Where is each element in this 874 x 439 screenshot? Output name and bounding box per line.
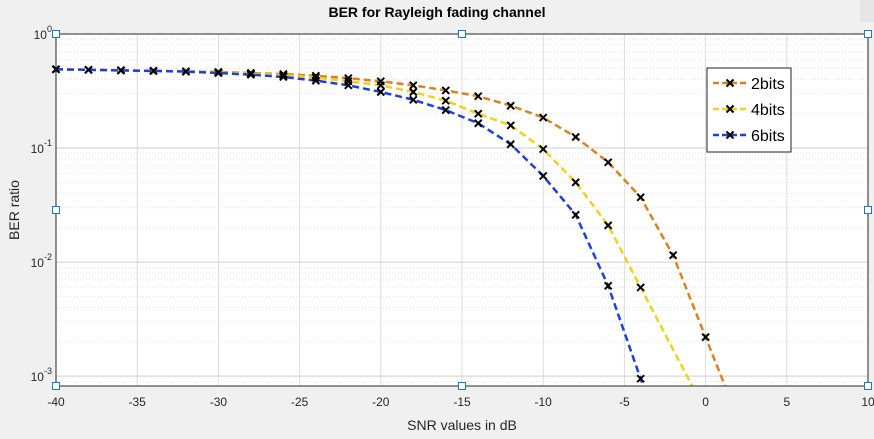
x-tick-label: -10 xyxy=(535,395,553,409)
series-lines xyxy=(55,68,727,387)
legend-label: 2bits xyxy=(751,76,785,93)
data-point-4bits xyxy=(441,96,450,105)
data-point-2bits xyxy=(603,158,613,167)
x-tick-label: -35 xyxy=(129,395,147,409)
data-point-6bits xyxy=(474,119,483,128)
data-point-6bits xyxy=(149,66,158,76)
resize-handle[interactable] xyxy=(864,30,872,38)
resize-handle[interactable] xyxy=(458,30,466,38)
legend-label: 4bits xyxy=(751,102,785,119)
data-point-6bits xyxy=(571,210,580,219)
x-tick-label: -25 xyxy=(291,395,309,409)
data-point-2bits xyxy=(441,86,450,95)
data-point-2bits xyxy=(668,250,678,260)
data-point-4bits xyxy=(409,87,418,97)
legend-marker xyxy=(725,78,735,88)
data-point-4bits xyxy=(376,81,386,90)
data-point-4bits xyxy=(311,73,321,82)
resize-handle[interactable] xyxy=(864,206,872,214)
legend-marker xyxy=(725,104,735,114)
x-tick-label: -30 xyxy=(210,395,228,409)
y-tick-label: 100 xyxy=(34,24,52,42)
data-point-4bits xyxy=(538,144,548,154)
x-tick-label: -40 xyxy=(47,395,65,409)
data-point-6bits xyxy=(409,95,418,104)
resize-handle[interactable] xyxy=(52,206,60,214)
x-tick-label: -15 xyxy=(453,395,471,409)
data-point-4bits xyxy=(571,178,580,187)
data-point-4bits xyxy=(474,109,483,118)
series-markers xyxy=(51,65,710,383)
legend-item: 6bits xyxy=(713,128,785,145)
x-tick-label: 10 xyxy=(861,395,874,409)
x-tick-label: 5 xyxy=(783,395,790,409)
data-point-2bits xyxy=(571,132,580,142)
y-tick-label: 10-2 xyxy=(31,252,52,270)
data-point-6bits xyxy=(116,66,126,75)
x-axis-label: SNR values in dB xyxy=(407,417,517,433)
resize-handle[interactable] xyxy=(864,382,872,390)
x-tick-label: 0 xyxy=(702,395,709,409)
legend[interactable]: 2bits 4bits 6bits xyxy=(706,67,792,153)
data-point-6bits xyxy=(246,70,256,79)
data-point-6bits xyxy=(279,72,288,82)
data-point-2bits xyxy=(636,193,645,202)
y-tick-labels: 100 10-1 10-2 10-3 xyxy=(31,24,52,384)
data-point-2bits xyxy=(409,81,418,90)
data-point-6bits xyxy=(214,68,223,78)
data-point-2bits xyxy=(701,332,710,342)
data-point-6bits xyxy=(84,65,93,75)
legend-marker xyxy=(725,130,735,140)
data-point-6bits xyxy=(441,105,450,115)
legend-item: 2bits xyxy=(713,76,785,93)
x-tick-labels: -40 -35 -30 -25 -20 -15 -10 -5 0 5 10 xyxy=(47,395,874,409)
data-point-6bits xyxy=(311,76,321,85)
legend-item: 4bits xyxy=(713,102,785,119)
data-point-6bits xyxy=(603,281,613,290)
resize-handle[interactable] xyxy=(458,382,466,390)
data-point-6bits xyxy=(506,140,515,149)
y-axis-label: BER ratio xyxy=(6,180,22,240)
data-point-2bits xyxy=(474,91,483,101)
chart-title: BER for Rayleigh fading channel xyxy=(328,4,546,20)
data-point-6bits xyxy=(636,374,645,383)
data-point-4bits xyxy=(506,121,515,130)
series-line-6bits xyxy=(55,68,645,387)
x-tick-label: -20 xyxy=(372,395,390,409)
data-point-2bits xyxy=(344,73,353,83)
figure-toolbar-strip xyxy=(860,0,874,22)
data-point-4bits xyxy=(636,283,645,292)
data-point-2bits xyxy=(506,101,515,110)
data-point-6bits xyxy=(344,81,353,90)
data-point-6bits xyxy=(181,67,191,76)
selection-handles[interactable] xyxy=(52,30,872,390)
resize-handle[interactable] xyxy=(52,30,60,38)
data-point-2bits xyxy=(538,113,548,122)
y-tick-label: 10-1 xyxy=(31,138,52,156)
data-point-4bits xyxy=(603,221,613,230)
data-point-4bits xyxy=(279,71,288,80)
resize-handle[interactable] xyxy=(52,382,60,390)
legend-label: 6bits xyxy=(751,128,785,145)
legend-box xyxy=(706,67,792,153)
data-point-6bits xyxy=(376,87,386,97)
data-point-6bits xyxy=(538,171,548,181)
x-tick-label: -5 xyxy=(619,395,630,409)
y-tick-label: 10-3 xyxy=(31,366,52,384)
